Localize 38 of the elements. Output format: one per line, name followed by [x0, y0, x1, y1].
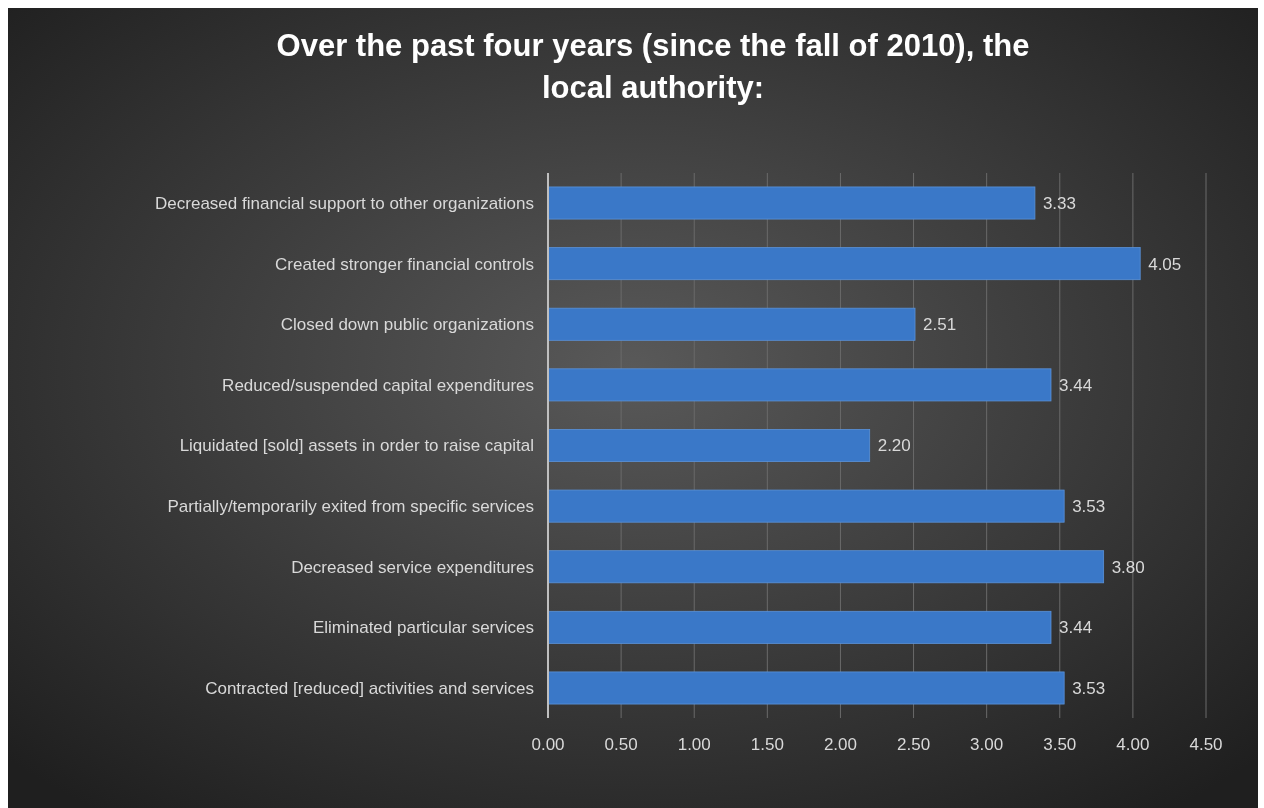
x-tick-label: 2.00: [823, 735, 857, 754]
y-tick-label: Eliminated particular services: [312, 618, 534, 638]
x-tick-label: 1.50: [750, 735, 784, 754]
bar: [547, 489, 1065, 523]
y-tick-label: Decreased service expenditures: [291, 557, 534, 577]
data-label: 2.20: [877, 436, 911, 456]
data-label: 3.44: [1059, 375, 1093, 395]
bar: [547, 671, 1065, 705]
bar: [547, 247, 1141, 281]
data-label: 3.53: [1072, 497, 1106, 517]
data-label: 3.44: [1059, 618, 1093, 638]
x-tick-label: 4.50: [1189, 735, 1223, 754]
data-label: 3.33: [1042, 193, 1077, 213]
y-tick-label: Decreased financial support to other organizations: [155, 193, 534, 213]
y-tick-label: Reduced/suspended capital expenditures: [222, 375, 534, 395]
bar: [547, 186, 1036, 220]
data-label: 3.80: [1111, 557, 1145, 577]
chart-title: Over the past four years (since the fall of 2010), the local authority:: [276, 28, 1030, 105]
y-tick-label: Closed down public organizations: [280, 315, 534, 335]
bar: [547, 429, 871, 462]
data-label: 2.51: [923, 315, 957, 335]
bar: [547, 550, 1105, 584]
y-tick-label: Contracted [reduced] activities and services: [205, 678, 534, 698]
x-tick-label: 4.00: [1116, 735, 1150, 754]
data-label: 3.53: [1072, 678, 1106, 698]
bar: [547, 307, 916, 341]
x-tick-label: 3.00: [970, 735, 1004, 754]
y-tick-label: Partially/temporarily exited from specific services: [167, 497, 534, 517]
bar: [547, 610, 1052, 644]
x-tick-label: 1.00: [677, 735, 711, 754]
y-tick-label: Liquidated [sold] assets in order to raise capital: [179, 436, 534, 456]
x-tick-label: 3.50: [1043, 735, 1077, 754]
bar: [547, 368, 1052, 402]
x-tick-label: 0.00: [531, 735, 565, 754]
data-label: 4.05: [1148, 254, 1182, 274]
x-tick-label: 2.50: [897, 735, 931, 754]
y-tick-label: Created stronger financial controls: [275, 254, 534, 274]
x-tick-label: 0.50: [604, 735, 638, 754]
